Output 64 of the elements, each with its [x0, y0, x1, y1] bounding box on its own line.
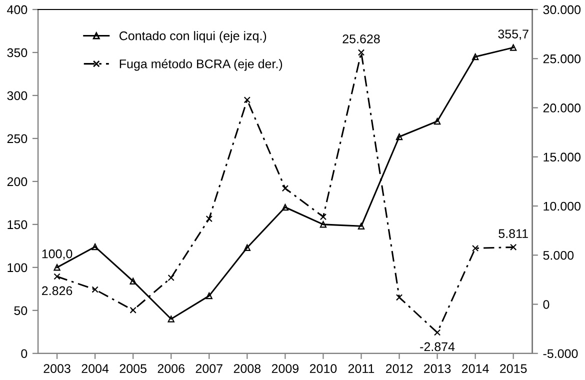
point — [472, 53, 479, 60]
data-label: 5.811 — [498, 229, 528, 238]
data-label: 2.826 — [42, 286, 72, 296]
point — [510, 244, 517, 251]
y2-tick-label: 0 — [543, 300, 550, 309]
point — [92, 286, 98, 293]
point — [244, 244, 250, 251]
data-label: -2.874 — [420, 342, 455, 352]
x-tick-label: 2004 — [82, 364, 109, 373]
y-tick-label: 300 — [7, 91, 28, 100]
y2-tick-label: 15.000 — [544, 152, 581, 162]
point — [54, 273, 60, 280]
point — [472, 244, 479, 252]
y-tick-label: 150 — [8, 220, 28, 230]
y-tick-label: 350 — [7, 48, 28, 58]
y2-tick-label: -5.000 — [543, 349, 578, 358]
point — [358, 49, 365, 56]
point — [282, 184, 289, 192]
point — [130, 306, 136, 314]
legend-label: Contado con liqui (eje izq.) — [120, 31, 266, 43]
point — [92, 243, 98, 250]
point — [168, 274, 174, 282]
point — [320, 221, 327, 228]
x-tick-label: 2005 — [120, 364, 146, 373]
point — [396, 133, 403, 140]
point — [358, 222, 365, 230]
point — [206, 215, 212, 222]
point — [54, 264, 60, 271]
x-tick-label: 2015 — [500, 364, 527, 373]
y2-tick-label: 30.000 — [543, 5, 581, 14]
point — [434, 118, 441, 125]
point — [434, 329, 441, 336]
x-tick-label: 2013 — [424, 364, 451, 373]
data-label: 355,7 — [498, 30, 528, 40]
x-tick-label: 2008 — [234, 364, 261, 373]
y-tick-label: 200 — [7, 177, 28, 186]
point — [244, 96, 250, 104]
point — [510, 44, 517, 51]
y-tick-label: 50 — [14, 306, 28, 316]
x-tick-label: 2010 — [310, 364, 337, 373]
x-tick-label: 2003 — [44, 364, 70, 373]
x-tick-label: 2011 — [348, 364, 374, 373]
y-tick-label: 250 — [7, 134, 28, 144]
y2-tick-label: 20.000 — [543, 104, 581, 112]
x-tick-label: 2009 — [272, 364, 298, 373]
x-tick-label: 2006 — [158, 364, 184, 373]
y2-tick-label: 25.000 — [543, 54, 581, 64]
point — [168, 316, 174, 322]
point — [320, 213, 327, 220]
data-label: 100,0 — [42, 249, 72, 260]
point — [130, 278, 136, 285]
y2-tick-label: 10.000 — [544, 202, 581, 211]
y2-tick-label: 5.000 — [543, 250, 574, 260]
x-tick-label: 2014 — [462, 364, 489, 373]
x-tick-label: 2012 — [386, 364, 413, 373]
y-tick-label: 100 — [8, 263, 28, 272]
y-tick-label: 400 — [7, 5, 28, 14]
point — [396, 294, 403, 301]
data-label: 25.628 — [342, 34, 380, 44]
y-tick-label: 0 — [21, 349, 28, 358]
x-tick-label: 2007 — [196, 364, 222, 373]
point — [282, 204, 289, 211]
legend-label: Fuga método BCRA (eje der.) — [120, 58, 282, 71]
point — [206, 292, 212, 300]
